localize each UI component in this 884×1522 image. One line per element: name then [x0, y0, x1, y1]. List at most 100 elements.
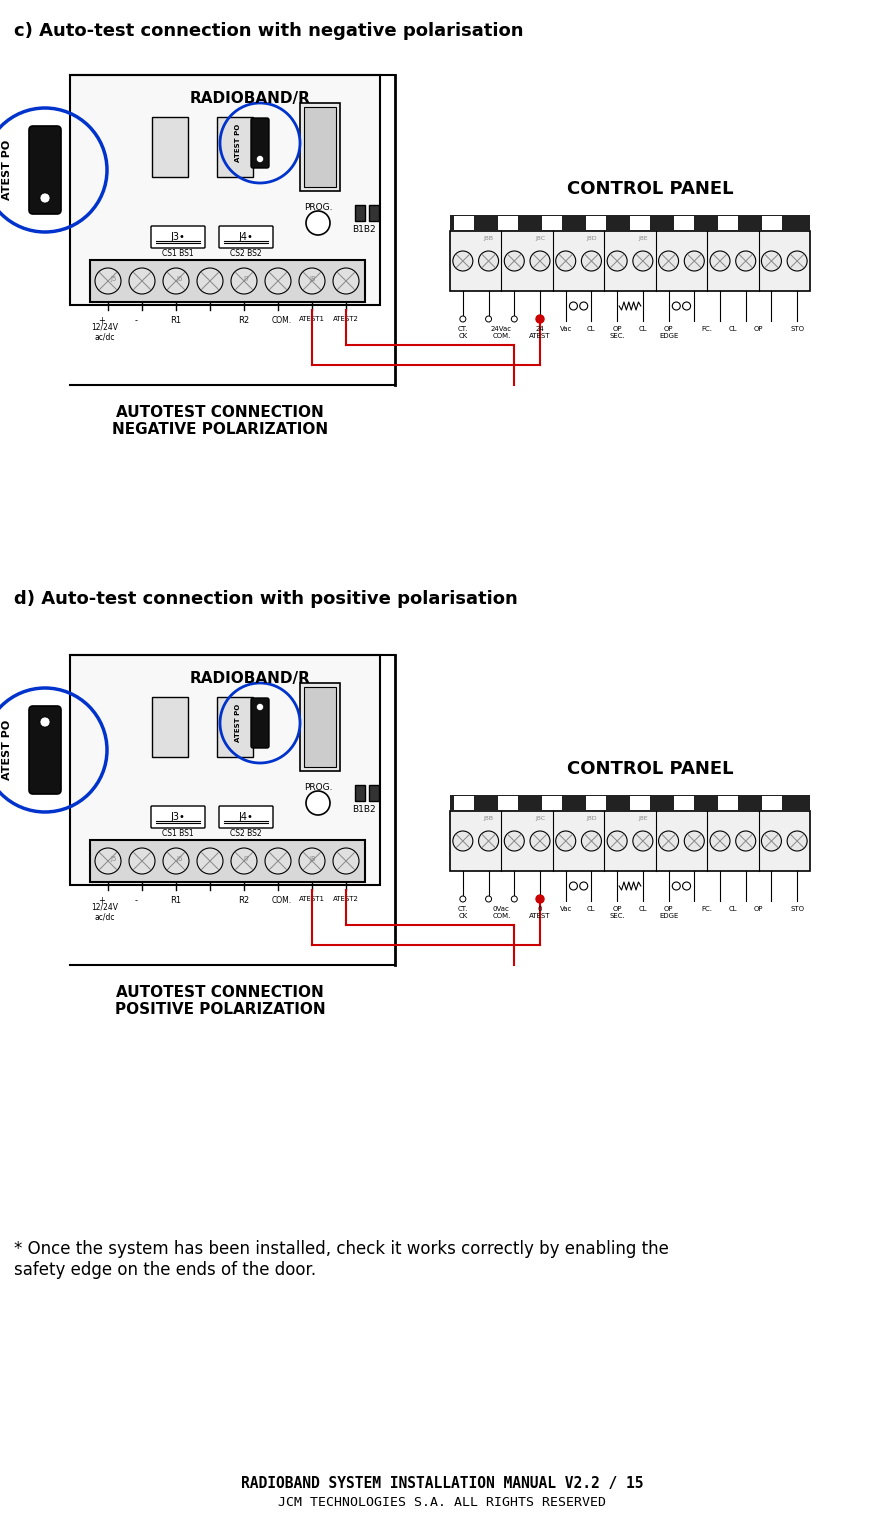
Text: J4•: J4• — [239, 813, 254, 822]
Bar — [304, 686, 336, 767]
Text: 12/24V
ac/dc: 12/24V ac/dc — [92, 323, 118, 341]
Text: 0
ATEST: 0 ATEST — [530, 906, 551, 919]
Text: +: + — [98, 896, 105, 906]
Circle shape — [735, 831, 756, 851]
Text: CS2 BS2: CS2 BS2 — [230, 250, 262, 259]
Text: J8C: J8C — [535, 816, 545, 820]
Bar — [630, 216, 650, 230]
Bar — [674, 216, 694, 230]
Circle shape — [684, 251, 705, 271]
Bar — [762, 216, 782, 230]
Text: CS1 BS1: CS1 BS1 — [162, 250, 194, 259]
Text: PROG.: PROG. — [304, 202, 332, 212]
Text: J5: J5 — [110, 275, 118, 282]
Text: -: - — [134, 317, 138, 326]
Circle shape — [607, 251, 627, 271]
Circle shape — [478, 831, 499, 851]
Circle shape — [710, 831, 730, 851]
Text: CL: CL — [587, 906, 596, 912]
Circle shape — [163, 268, 189, 294]
Circle shape — [453, 251, 473, 271]
Text: RADIOBAND SYSTEM INSTALLATION MANUAL V2.2 / 15: RADIOBAND SYSTEM INSTALLATION MANUAL V2.… — [240, 1476, 644, 1492]
Circle shape — [607, 831, 627, 851]
Text: OP: OP — [754, 326, 763, 332]
Text: OP
SEC.: OP SEC. — [609, 906, 625, 919]
Text: AUTOTEST CONNECTION
POSITIVE POLARIZATION: AUTOTEST CONNECTION POSITIVE POLARIZATIO… — [115, 985, 325, 1017]
Text: OP
EDGE: OP EDGE — [659, 326, 678, 339]
Text: R1: R1 — [171, 896, 181, 906]
Bar — [300, 683, 340, 772]
Bar — [369, 205, 379, 221]
Text: PROG.: PROG. — [304, 782, 332, 791]
Circle shape — [633, 831, 653, 851]
Circle shape — [460, 317, 466, 323]
Circle shape — [306, 212, 330, 234]
Text: Vac: Vac — [560, 326, 572, 332]
Circle shape — [761, 831, 781, 851]
Circle shape — [299, 268, 325, 294]
Text: J6: J6 — [177, 855, 183, 861]
Circle shape — [659, 251, 679, 271]
Text: JCM TECHNOLOGIES S.A. ALL RIGHTS RESERVED: JCM TECHNOLOGIES S.A. ALL RIGHTS RESERVE… — [278, 1496, 606, 1508]
Text: J8D: J8D — [586, 816, 597, 820]
Circle shape — [333, 848, 359, 874]
Circle shape — [536, 895, 544, 903]
FancyBboxPatch shape — [251, 119, 269, 167]
Circle shape — [231, 268, 257, 294]
Circle shape — [478, 251, 499, 271]
Text: CT.
CK: CT. CK — [458, 906, 468, 919]
Text: CL: CL — [728, 326, 737, 332]
Text: ATEST2: ATEST2 — [333, 896, 359, 903]
Bar — [586, 216, 606, 230]
Text: J8C: J8C — [535, 236, 545, 240]
Circle shape — [163, 848, 189, 874]
Text: R2: R2 — [239, 317, 249, 326]
Circle shape — [485, 317, 492, 323]
Bar — [450, 794, 810, 811]
Text: STO: STO — [790, 326, 804, 332]
Text: J3•: J3• — [171, 231, 186, 242]
Text: STO: STO — [790, 906, 804, 912]
Bar — [450, 215, 810, 231]
Text: Vac: Vac — [560, 906, 572, 912]
Circle shape — [556, 251, 575, 271]
Text: CT.
CK: CT. CK — [458, 326, 468, 339]
Bar — [90, 260, 365, 301]
Bar — [70, 654, 380, 884]
Circle shape — [95, 268, 121, 294]
Bar — [498, 216, 518, 230]
Text: CS1 BS1: CS1 BS1 — [162, 829, 194, 839]
Bar — [542, 216, 562, 230]
Circle shape — [231, 848, 257, 874]
Text: COM.: COM. — [272, 317, 292, 326]
Text: ATEST PO: ATEST PO — [2, 140, 12, 199]
Bar — [542, 796, 562, 810]
Bar — [762, 796, 782, 810]
Text: -: - — [134, 896, 138, 906]
Circle shape — [40, 193, 50, 202]
Circle shape — [536, 315, 544, 323]
Bar — [369, 785, 379, 801]
Text: COM.: COM. — [272, 896, 292, 906]
Text: 12/24V
ac/dc: 12/24V ac/dc — [92, 903, 118, 921]
Text: +: + — [98, 317, 105, 326]
Circle shape — [265, 848, 291, 874]
Text: ATEST1: ATEST1 — [299, 896, 325, 903]
Text: J4•: J4• — [239, 231, 254, 242]
Bar — [718, 796, 738, 810]
Text: J7: J7 — [244, 855, 250, 861]
Text: J6: J6 — [177, 275, 183, 282]
FancyBboxPatch shape — [219, 807, 273, 828]
Bar — [304, 107, 336, 187]
Circle shape — [582, 251, 601, 271]
Bar — [217, 697, 253, 756]
Bar — [718, 216, 738, 230]
Text: CS2 BS2: CS2 BS2 — [230, 829, 262, 839]
Text: CL: CL — [638, 326, 647, 332]
Circle shape — [129, 268, 155, 294]
Circle shape — [511, 896, 517, 903]
Circle shape — [460, 896, 466, 903]
Bar — [674, 796, 694, 810]
Text: FC.: FC. — [702, 906, 713, 912]
Bar — [355, 205, 365, 221]
